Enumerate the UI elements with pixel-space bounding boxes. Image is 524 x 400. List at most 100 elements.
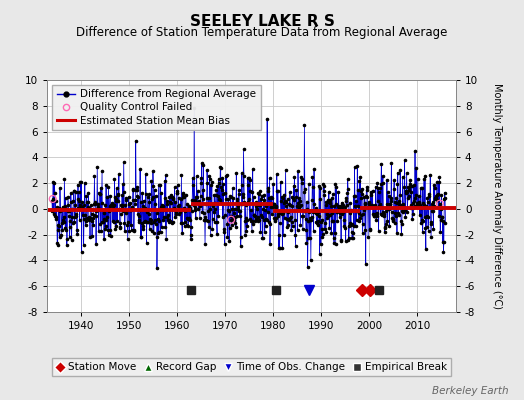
Point <box>135 216 144 223</box>
Point <box>257 212 265 218</box>
Point <box>279 195 287 201</box>
Point <box>70 188 78 194</box>
Point <box>326 196 334 203</box>
Point <box>383 218 391 224</box>
Point <box>401 187 410 194</box>
Point <box>308 214 316 220</box>
Point <box>149 183 158 189</box>
Point <box>259 205 267 212</box>
Point <box>159 217 167 223</box>
Point <box>226 194 235 200</box>
Point <box>209 201 217 207</box>
Point <box>319 230 327 237</box>
Point <box>364 204 372 210</box>
Point <box>409 210 417 217</box>
Point <box>125 201 133 208</box>
Point <box>71 189 80 196</box>
Point <box>274 211 282 217</box>
Point <box>287 214 295 220</box>
Point <box>397 231 406 237</box>
Point <box>304 180 313 187</box>
Point <box>398 221 406 228</box>
Point <box>76 202 84 208</box>
Point <box>224 195 233 202</box>
Point <box>429 199 437 205</box>
Point <box>393 181 401 188</box>
Point <box>52 204 61 210</box>
Point <box>187 236 195 242</box>
Point <box>171 198 180 205</box>
Point <box>237 182 246 188</box>
Point <box>151 200 159 207</box>
Point <box>166 218 174 224</box>
Point <box>392 194 400 201</box>
Point <box>387 198 395 204</box>
Point <box>418 217 426 223</box>
Point <box>232 224 240 230</box>
Point <box>54 227 62 234</box>
Point <box>181 208 189 214</box>
Point <box>410 182 418 188</box>
Point <box>141 218 149 225</box>
Point <box>310 201 319 207</box>
Point <box>147 220 155 226</box>
Point <box>361 227 369 234</box>
Point <box>369 211 377 217</box>
Point <box>299 213 308 220</box>
Point <box>394 169 402 176</box>
Point <box>107 201 116 207</box>
Point <box>257 193 266 199</box>
Point <box>334 189 343 195</box>
Point <box>238 169 246 176</box>
Point <box>66 218 74 224</box>
Point <box>145 190 154 197</box>
Point <box>309 209 318 216</box>
Point <box>230 194 238 201</box>
Point <box>239 146 248 152</box>
Text: Berkeley Earth: Berkeley Earth <box>432 386 508 396</box>
Point <box>379 209 388 215</box>
Point <box>294 205 303 212</box>
Point <box>368 204 376 210</box>
Point <box>406 176 414 183</box>
Point <box>270 218 279 224</box>
Point <box>81 222 90 228</box>
Point <box>337 236 345 243</box>
Point <box>54 204 63 211</box>
Point <box>344 237 353 244</box>
Point <box>230 210 238 216</box>
Point <box>89 215 97 221</box>
Point <box>151 192 160 199</box>
Point <box>164 212 172 218</box>
Point <box>188 197 196 203</box>
Point <box>85 217 93 223</box>
Point <box>343 202 351 209</box>
Point <box>428 208 436 214</box>
Point <box>322 229 330 235</box>
Point <box>311 207 319 213</box>
Point <box>435 174 444 180</box>
Point <box>393 230 401 237</box>
Point <box>196 193 205 199</box>
Point <box>159 207 168 214</box>
Point <box>227 216 235 223</box>
Point <box>412 164 420 171</box>
Point <box>400 204 408 210</box>
Point <box>216 165 225 171</box>
Point <box>260 229 269 236</box>
Point <box>356 174 364 180</box>
Point <box>157 204 166 211</box>
Point <box>107 202 115 208</box>
Point <box>219 214 227 221</box>
Point <box>409 205 418 211</box>
Point <box>282 199 290 205</box>
Point <box>390 176 398 183</box>
Point <box>111 226 119 232</box>
Point <box>318 234 326 241</box>
Point <box>201 216 210 223</box>
Point <box>371 202 379 208</box>
Point <box>389 216 397 222</box>
Point <box>206 206 214 212</box>
Point <box>272 171 281 178</box>
Point <box>238 191 247 197</box>
